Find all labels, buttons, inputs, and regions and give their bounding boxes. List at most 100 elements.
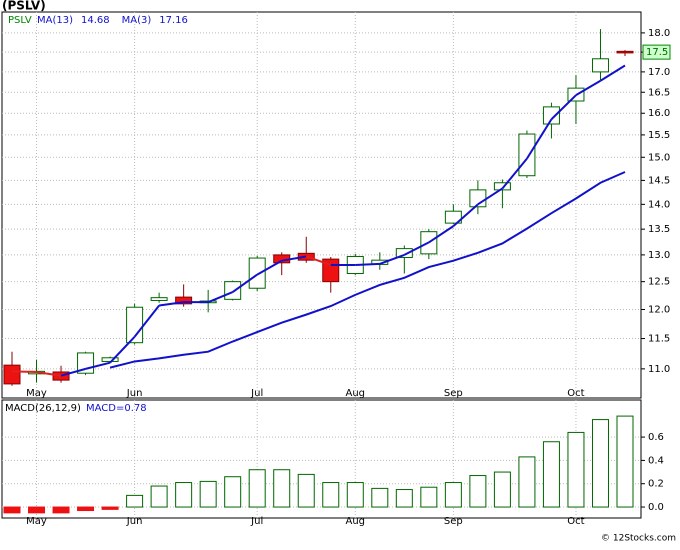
macd-bar	[591, 419, 609, 508]
macd-bar	[395, 489, 413, 508]
y-tick-label: 13.0	[648, 250, 670, 261]
candle-body	[616, 50, 634, 54]
macd-bar	[518, 456, 536, 508]
macd-bar	[126, 494, 144, 508]
macd-bar	[322, 482, 340, 508]
ma-line-segment	[355, 262, 380, 266]
footer-credit: © 12Stocks.com	[601, 534, 676, 544]
macd-bar	[175, 482, 193, 508]
y-tick-label: 14.0	[648, 199, 670, 210]
y-tick-label: 15.5	[648, 130, 670, 141]
macd-bar	[150, 485, 168, 508]
y-tick-label: 16.0	[648, 108, 670, 119]
candle-body	[591, 58, 609, 73]
ma-line-segment	[305, 255, 332, 266]
panel-frame	[1, 11, 642, 399]
y-tick-label: 17.0	[648, 67, 670, 78]
macd-bar	[346, 482, 364, 508]
x-tick-label: May	[26, 516, 47, 527]
panel-frame	[1, 399, 642, 519]
macd-bar	[616, 415, 634, 508]
x-tick-label: Oct	[567, 516, 584, 527]
macd-bar	[3, 506, 21, 514]
ma-line-segment	[599, 64, 626, 82]
ma-line-segment	[477, 187, 503, 206]
x-tick-label: Jul	[250, 516, 263, 527]
legend-value: 14.68	[81, 15, 110, 26]
y-tick-label: 0.0	[648, 502, 664, 513]
indicator-title: MACD(26,12,9)	[5, 403, 81, 414]
macd-bar	[224, 476, 242, 508]
ma-line-segment	[452, 203, 479, 227]
y-tick-label: 0.4	[648, 455, 664, 466]
y-tick-label: 18.0	[648, 28, 670, 39]
ma-line-segment	[11, 370, 37, 373]
candle-body	[493, 182, 511, 191]
macd-bar	[28, 506, 46, 514]
y-tick-label: 14.5	[648, 175, 670, 186]
x-tick-label: Oct	[567, 388, 584, 399]
candle-body	[248, 257, 266, 289]
ma-line-segment	[109, 336, 136, 364]
ma-line-segment	[232, 273, 258, 293]
ma-line-segment	[133, 304, 160, 338]
ma-line-segment	[85, 361, 111, 370]
ma-line-segment	[550, 94, 577, 120]
macd-bar	[542, 441, 560, 508]
macd-bar	[420, 486, 438, 508]
x-tick-label: Sep	[444, 516, 463, 527]
candle-body	[150, 297, 168, 301]
macd-bar	[77, 506, 95, 512]
macd-bar	[199, 480, 217, 508]
candle-body	[444, 210, 462, 224]
x-tick-label: Aug	[346, 388, 366, 399]
legend-value: 17.16	[159, 15, 188, 26]
x-tick-label: Jun	[126, 388, 143, 399]
candle-body	[518, 133, 536, 177]
macd-bar	[273, 469, 291, 508]
candle-body	[224, 281, 242, 300]
macd-bar	[52, 506, 70, 514]
legend-symbol: PSLV	[8, 15, 32, 26]
macd-bar	[101, 506, 119, 510]
ma-line-segment	[281, 255, 307, 262]
x-tick-label: Aug	[346, 516, 366, 527]
candle-body	[175, 296, 193, 305]
legend-name: MA(13)	[37, 15, 73, 26]
ma-line	[109, 171, 626, 369]
ma-line-segment	[575, 79, 601, 97]
indicator-legend: MACD=0.78	[86, 403, 147, 414]
last-price-label: 17.5	[646, 47, 668, 58]
macd-bar	[444, 482, 462, 508]
legend-name: MA(3)	[122, 15, 152, 26]
macd-bar	[297, 473, 315, 508]
y-tick-label: 16.5	[648, 87, 670, 98]
candle-body	[101, 357, 119, 362]
y-tick-label: 13.5	[648, 224, 670, 235]
y-tick-label: 11.5	[648, 334, 670, 345]
macd-bar	[493, 471, 511, 508]
ma-line-segment	[379, 253, 405, 265]
y-tick-label: 15.0	[648, 152, 670, 163]
ma-line-segment	[36, 370, 62, 377]
macd-bar	[469, 475, 487, 508]
ma-line-segment	[158, 301, 184, 307]
macd-bar	[371, 487, 389, 508]
ma-line-segment	[428, 225, 454, 244]
macd-bar	[248, 469, 266, 508]
x-tick-label: Sep	[444, 388, 463, 399]
candle-body	[52, 371, 70, 381]
candle-body	[395, 248, 413, 259]
candle-body	[542, 106, 560, 125]
x-tick-label: Jun	[126, 516, 143, 527]
ma-line-segment	[60, 367, 86, 377]
y-tick-label: 0.2	[648, 479, 664, 490]
y-tick-label: 12.0	[648, 305, 670, 316]
y-tick-label: 0.6	[648, 432, 664, 443]
chart-title: (PSLV)	[2, 0, 46, 13]
y-tick-label: 11.0	[648, 364, 670, 375]
ma-line-segment	[207, 291, 234, 304]
candle-body	[3, 364, 21, 385]
